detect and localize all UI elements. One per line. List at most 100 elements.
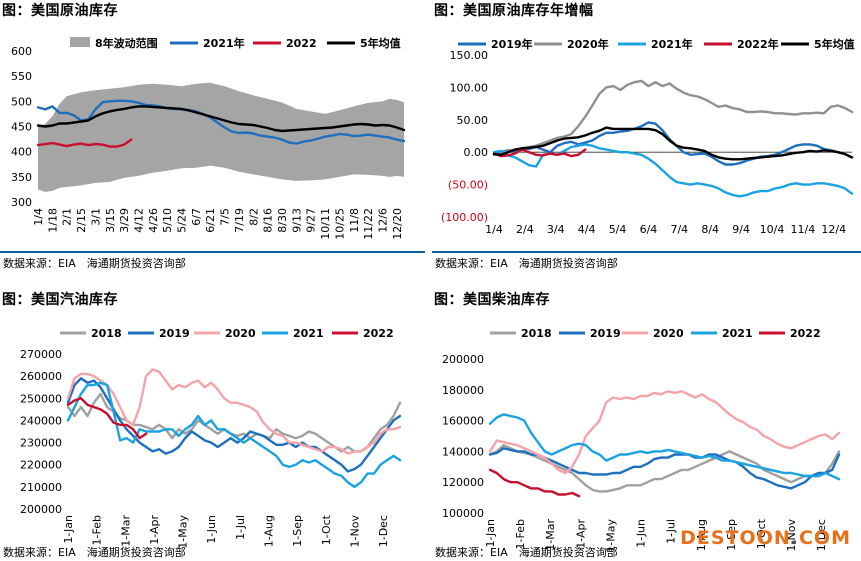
x-tick-label: 1-Mar bbox=[544, 519, 557, 551]
legend-label: 2022 bbox=[286, 37, 317, 50]
y-tick-label: 50.00 bbox=[457, 114, 489, 127]
series-line bbox=[488, 447, 841, 490]
y-tick-label: 200000 bbox=[20, 503, 62, 516]
series-line bbox=[36, 105, 406, 133]
x-tick-label: 1-Jul bbox=[234, 515, 247, 540]
source-note: 数据来源：EIA 海通期货投资咨询部 bbox=[3, 546, 186, 559]
legend-label: 2018 bbox=[91, 327, 122, 340]
series-line bbox=[488, 468, 581, 498]
y-tick-label: 550 bbox=[11, 70, 32, 83]
legend-label: 2022年 bbox=[737, 37, 779, 51]
chart-title: 图：美国柴油库存 bbox=[434, 292, 550, 308]
legend-label: 2021年 bbox=[203, 36, 245, 50]
series-line bbox=[492, 79, 854, 157]
diesel-inventory-chart: 100000 120000 140000 160000 180000 200000 1-Ja… bbox=[442, 327, 841, 553]
y-tick-label: (50.00) bbox=[448, 179, 488, 192]
y-tick-label: 100.00 bbox=[450, 81, 489, 94]
x-tick-label: 1-Oct bbox=[320, 514, 333, 545]
y-tick-label: 240000 bbox=[20, 414, 62, 427]
gasoline-inventory-chart: 200000 210000 220000 230000 240000 250000 2600… bbox=[20, 327, 402, 549]
series-line bbox=[488, 390, 841, 475]
x-tick-label: 12/6 bbox=[376, 208, 389, 233]
x-tick-label: 1-Oct bbox=[755, 518, 768, 549]
y-tick-label: 0.00 bbox=[464, 146, 489, 159]
x-tick-label: 1-Jan bbox=[62, 515, 75, 544]
chart-title: 图：美国原油库存年增幅 bbox=[434, 3, 594, 19]
x-tick-label: 1-Apr bbox=[148, 515, 161, 545]
legend-label: 2022 bbox=[790, 327, 821, 340]
source-note: 数据来源：EIA 海通期货投资咨询部 bbox=[435, 546, 618, 559]
series-line bbox=[492, 148, 587, 158]
x-tick-label: 1/18 bbox=[46, 208, 59, 233]
x-tick-label: 1-Jan bbox=[484, 519, 497, 548]
watermark-tld: COM bbox=[798, 527, 851, 549]
legend-label: 2019 bbox=[590, 327, 621, 340]
y-tick-label: 400 bbox=[11, 146, 32, 159]
y-tick-label: 120000 bbox=[442, 476, 484, 489]
x-tick-label: 9/4 bbox=[732, 223, 750, 236]
series-line bbox=[36, 99, 406, 145]
panel-crude-inventory: 图：美国原油库存 300 350 400 450 500 550 600 1/4 1/18 2/1… bbox=[0, 0, 428, 276]
series-line bbox=[488, 413, 841, 481]
divider bbox=[432, 251, 861, 253]
legend-label: 2020 bbox=[653, 327, 684, 340]
legend-label: 2020年 bbox=[567, 37, 609, 51]
x-tick-label: 3/1 bbox=[89, 208, 102, 226]
y-tick-label: 200000 bbox=[442, 353, 484, 366]
series-line bbox=[488, 443, 841, 493]
source-note: 数据来源：EIA 海通期货投资咨询部 bbox=[3, 257, 186, 270]
legend-label: 2019 bbox=[159, 327, 190, 340]
y-tick-label: 220000 bbox=[20, 459, 62, 472]
x-tick-label: 6/21 bbox=[204, 208, 217, 233]
x-tick-label: 2/4 bbox=[516, 223, 534, 236]
x-tick-label: 7/4 bbox=[670, 223, 688, 236]
x-tick-label: 7/19 bbox=[233, 208, 246, 233]
x-tick-label: 1-Feb bbox=[91, 515, 104, 545]
x-tick-label: 1-Sep bbox=[725, 519, 738, 551]
y-tick-label: 500 bbox=[11, 95, 32, 108]
x-tick-label: 1-Jun bbox=[205, 515, 218, 544]
x-tick-label: 1-Dec bbox=[377, 515, 390, 547]
crude-yoy-change-chart: (100.00) (50.00) 0.00 50.00 100.00 150.00 1/4 2… bbox=[441, 37, 855, 236]
range-band bbox=[38, 82, 404, 192]
x-tick-label: 10/4 bbox=[760, 223, 785, 236]
x-tick-label: 3/4 bbox=[547, 223, 565, 236]
x-tick-label: 9/13 bbox=[290, 208, 303, 233]
series-line bbox=[66, 368, 402, 455]
x-tick-label: 1-Feb bbox=[514, 519, 527, 549]
x-tick-label: 1-May bbox=[604, 519, 617, 553]
x-tick-label: 5/24 bbox=[176, 208, 189, 233]
series-line bbox=[36, 138, 133, 148]
watermark-dot: . bbox=[790, 527, 799, 549]
x-tick-label: 1-Apr bbox=[574, 519, 587, 549]
y-tick-label: 230000 bbox=[20, 437, 62, 450]
chart-title: 图：美国汽油库存 bbox=[2, 292, 118, 308]
x-tick-label: 1/4 bbox=[32, 208, 45, 226]
x-tick-label: 6/7 bbox=[190, 208, 203, 226]
x-tick-label: 4/26 bbox=[147, 208, 160, 233]
x-tick-label: 1-Dec bbox=[815, 519, 828, 551]
legend-label: 8年波动范围 bbox=[95, 36, 158, 50]
y-tick-label: 270000 bbox=[20, 348, 62, 361]
x-tick-label: 1-Aug bbox=[695, 519, 708, 551]
legend-label: 5年均值 bbox=[360, 36, 401, 50]
watermark-logo: DESTOON.COM bbox=[680, 527, 851, 549]
x-tick-label: 2/15 bbox=[75, 208, 88, 233]
x-tick-label: 7/5 bbox=[219, 208, 232, 226]
x-tick-label: 11/8 bbox=[348, 208, 361, 233]
panel-crude-yoy-change: 图：美国原油库存年增幅 (100.00) (50.00) 0.00 50.00 100.… bbox=[432, 0, 861, 276]
x-tick-label: 12/4 bbox=[821, 223, 846, 236]
x-tick-label: 1-Jul bbox=[665, 519, 678, 544]
x-tick-label: 3/15 bbox=[104, 208, 117, 233]
legend-label: 5年均值 bbox=[814, 37, 855, 51]
y-tick-label: (100.00) bbox=[441, 211, 488, 224]
y-tick-label: 100000 bbox=[442, 507, 484, 520]
divider bbox=[0, 251, 425, 253]
legend-swatch bbox=[70, 37, 90, 47]
y-tick-label: 300 bbox=[11, 196, 32, 209]
y-tick-label: 150.00 bbox=[450, 49, 489, 62]
x-tick-label: 11/22 bbox=[362, 208, 375, 240]
legend-label: 2021 bbox=[293, 327, 324, 340]
x-tick-label: 4/12 bbox=[132, 208, 145, 233]
x-tick-label: 5/10 bbox=[161, 208, 174, 233]
